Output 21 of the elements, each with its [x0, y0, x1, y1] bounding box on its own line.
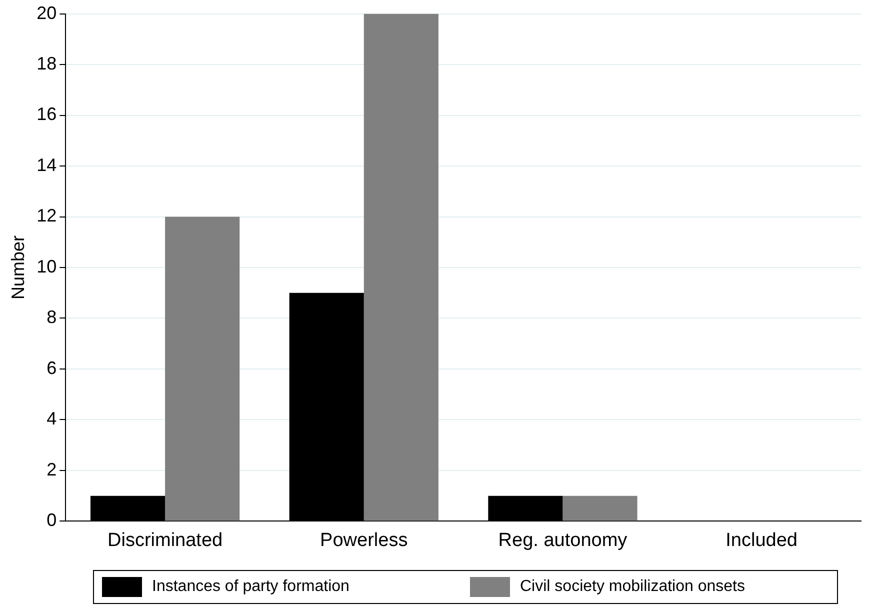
x-tick-label: Discriminated — [107, 530, 223, 551]
y-tick-label: 20 — [36, 2, 57, 23]
x-tick-label: Reg. autonomy — [498, 530, 628, 551]
y-tick-label: 8 — [46, 307, 57, 328]
y-tick-label: 14 — [36, 154, 57, 175]
x-tick-label: Powerless — [320, 530, 408, 551]
y-tick-label: 10 — [36, 256, 57, 276]
legend-label: Civil society mobilization onsets — [520, 578, 745, 596]
y-tick-label: 0 — [46, 510, 57, 530]
y-tick-label: 2 — [46, 459, 57, 480]
legend-label: Instances of party formation — [152, 578, 350, 596]
bar — [364, 14, 438, 521]
y-tick-label: 18 — [36, 54, 57, 74]
x-tick-label: Included — [726, 530, 798, 551]
y-tick-label: 16 — [36, 104, 57, 124]
y-tick-label: 4 — [46, 408, 57, 429]
y-tick-label: 12 — [36, 206, 57, 226]
bar — [562, 496, 638, 521]
y-tick-label: 6 — [46, 358, 57, 378]
bar — [165, 216, 240, 521]
y-axis-title: Number — [8, 235, 28, 300]
